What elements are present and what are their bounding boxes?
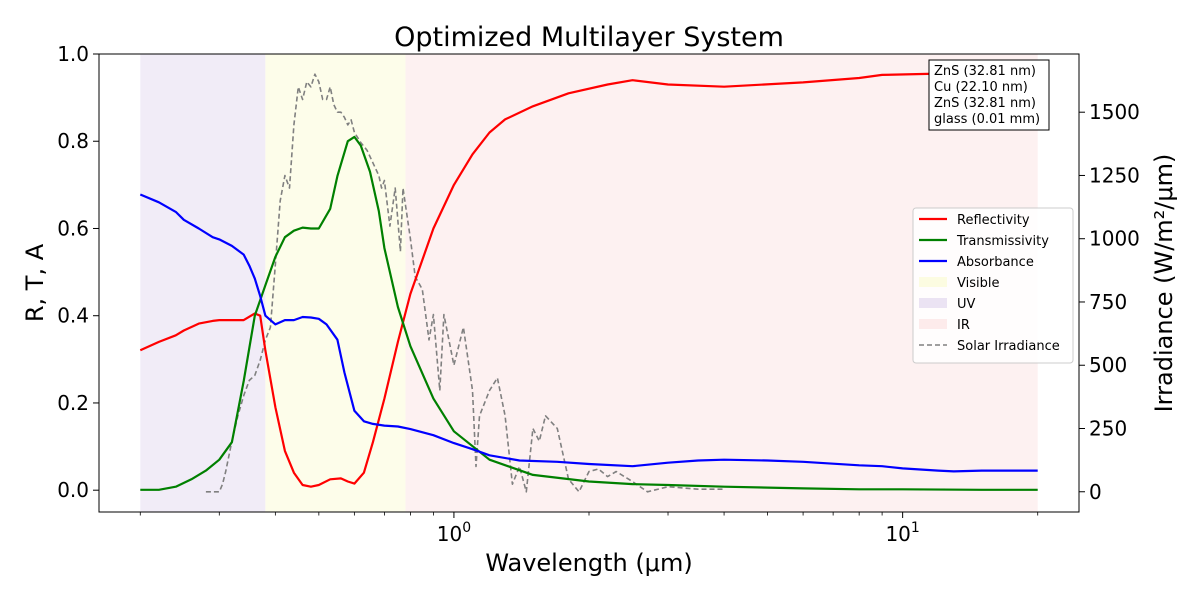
legend-label: Reflectivity xyxy=(957,213,1030,228)
y2-tick-label: 500 xyxy=(1089,353,1127,377)
legend-swatch xyxy=(919,298,947,308)
y2-tick-label: 1500 xyxy=(1089,100,1140,124)
y-axis-label: R, T, A xyxy=(21,243,49,322)
legend-label: IR xyxy=(957,318,970,333)
x-tick-label: 101 xyxy=(885,520,919,546)
legend-label: Transmissivity xyxy=(956,234,1049,249)
y-tick-label: 0.6 xyxy=(57,216,89,240)
legend-frame xyxy=(912,207,1074,364)
layer-stack-box: ZnS (32.81 nm) Cu (22.10 nm) ZnS (32.81 … xyxy=(928,59,1050,131)
x-tick-label: 100 xyxy=(437,520,471,546)
legend-label: UV xyxy=(957,297,976,312)
y-tick-label: 0.2 xyxy=(57,391,89,415)
y2-tick-label: 250 xyxy=(1089,416,1127,440)
legend-label: Solar Irradiance xyxy=(957,339,1060,354)
legend-label: Visible xyxy=(957,276,999,291)
legend-swatch xyxy=(919,277,947,287)
legend: Reflectivity Transmissivity Absorbance Visi… xyxy=(912,207,1074,364)
y-tick-label: 1.0 xyxy=(57,42,89,66)
y2-tick-label: 1000 xyxy=(1089,227,1140,251)
y2-tick-label: 0 xyxy=(1089,480,1102,504)
band-uv xyxy=(140,54,266,512)
layer-1: ZnS (32.81 nm) xyxy=(934,64,1036,79)
series-reflectivity xyxy=(139,71,1038,488)
band-rects xyxy=(140,54,1038,512)
layer-4: glass (0.01 mm) xyxy=(934,112,1040,127)
series-transmissivity xyxy=(140,135,1038,491)
legend-swatch xyxy=(919,319,947,329)
series-solar-irradiance xyxy=(205,73,725,493)
layer-3: ZnS (32.81 nm) xyxy=(934,96,1036,111)
y-axis-right: 0 250 500 750 1000 1250 1500 xyxy=(1079,100,1140,504)
y-axis-left: 0.0 0.2 0.4 0.6 0.8 1.0 xyxy=(57,42,99,502)
y2-axis-label: Irradiance (W/m²/μm) xyxy=(1150,154,1178,413)
series-absorbance xyxy=(139,193,1038,473)
y2-tick-label: 1250 xyxy=(1089,163,1140,187)
y2-tick-label: 750 xyxy=(1089,290,1127,314)
x-axis: 100 101 xyxy=(139,512,1039,546)
y-tick-label: 0.4 xyxy=(57,304,89,328)
band-visible xyxy=(265,54,406,512)
x-axis-label: Wavelength (μm) xyxy=(485,549,692,577)
chart-title: Optimized Multilayer System xyxy=(394,22,784,53)
series-lines xyxy=(139,71,1038,493)
y-tick-label: 0.0 xyxy=(57,478,89,502)
layer-2: Cu (22.10 nm) xyxy=(934,80,1028,95)
y-tick-label: 0.8 xyxy=(57,129,89,153)
legend-label: Absorbance xyxy=(957,255,1034,270)
